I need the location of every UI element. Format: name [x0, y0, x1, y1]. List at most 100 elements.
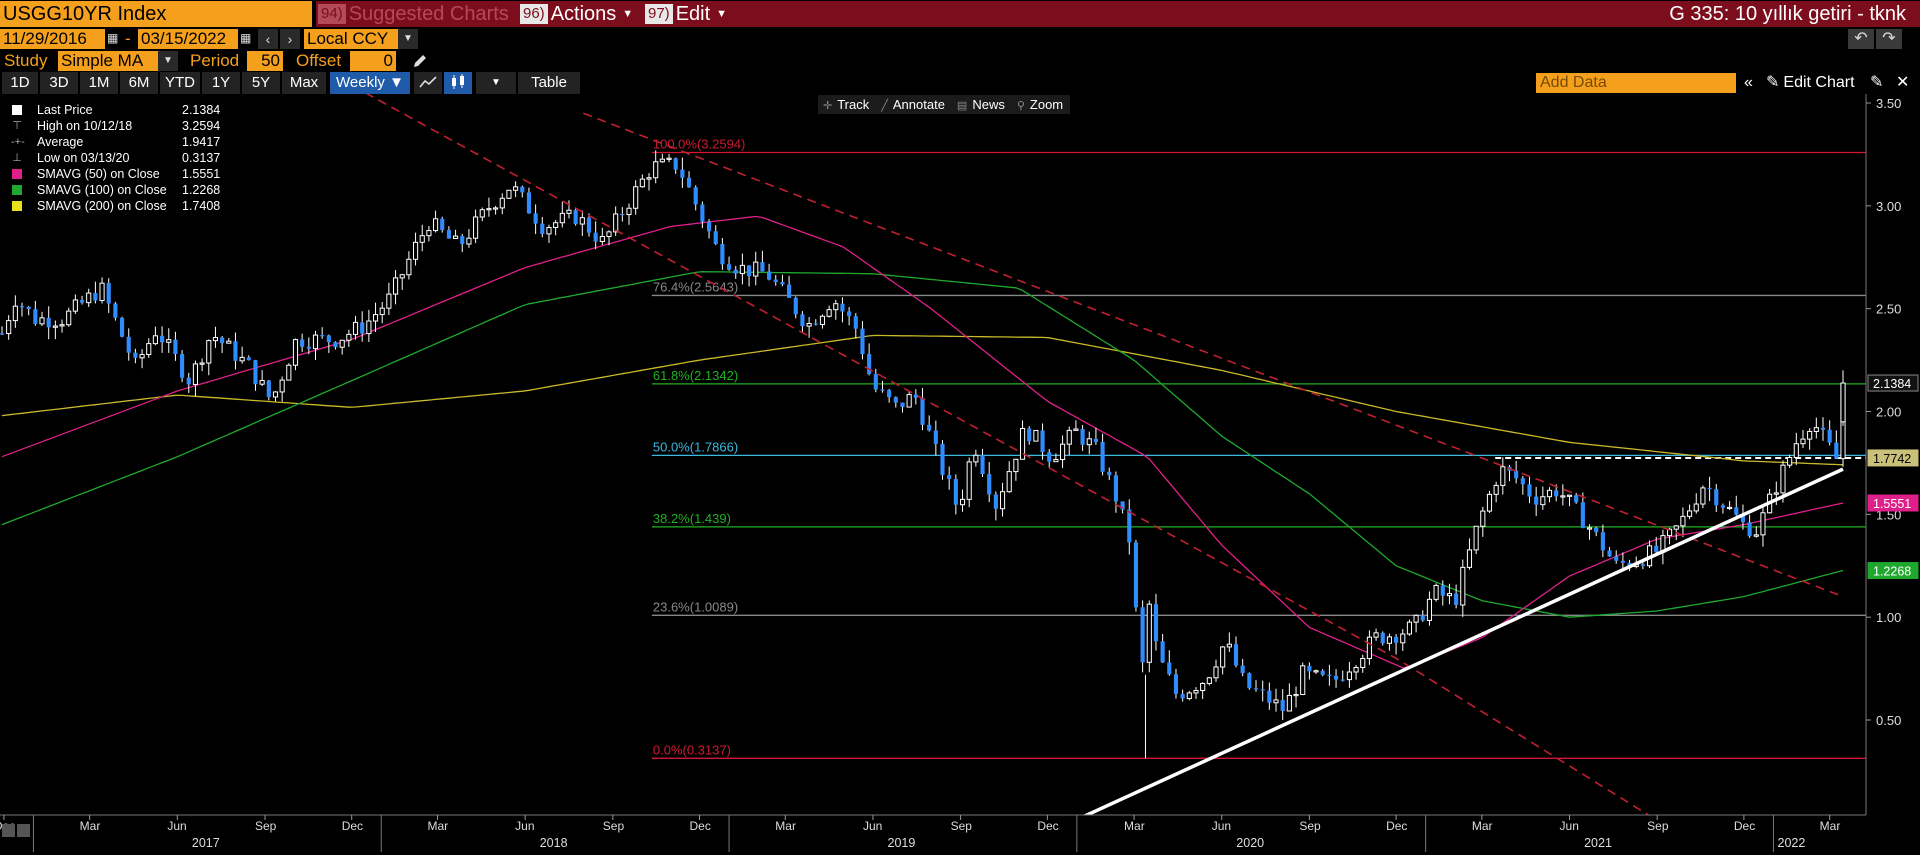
next-icon[interactable]: › [280, 29, 300, 49]
calendar-icon[interactable]: ▦ [240, 31, 252, 45]
legend-name: Average [37, 135, 84, 149]
candle-up [139, 354, 145, 359]
candle-up [566, 209, 572, 214]
chevron-down-icon[interactable]: ▼ [398, 29, 418, 49]
candle-down [887, 390, 892, 398]
candle-down [1027, 428, 1032, 442]
line-chart-icon[interactable] [414, 72, 442, 94]
candle-down [1820, 427, 1826, 430]
candle-down [233, 341, 238, 361]
add-data-input[interactable]: Add Data [1536, 73, 1736, 93]
offset-input[interactable]: 0 [350, 51, 396, 71]
year-label: 2018 [540, 836, 568, 850]
legend-row-low[interactable]: ⊥ Low on 03/13/20 0.3137 [10, 150, 228, 166]
zoom-button[interactable]: ⚲ Zoom [1012, 95, 1070, 116]
timeframe-6m[interactable]: 6M [120, 72, 158, 94]
chevron-down-icon[interactable]: ▼ [158, 51, 178, 71]
ticker-field[interactable]: USGG10YR Index [0, 1, 312, 27]
edit-menu-button[interactable]: 97) Edit ▼ [645, 1, 727, 27]
candle-down [440, 218, 445, 231]
candle-up [1800, 438, 1806, 445]
candle-down [787, 284, 792, 298]
legend-swatch [12, 185, 22, 195]
candle-down [300, 339, 305, 347]
candle-down [306, 346, 311, 349]
candle-up [1293, 693, 1299, 697]
legend-row-sma50[interactable]: SMAVG (50) on Close 1.5551 [10, 166, 228, 182]
candle-down [840, 303, 845, 312]
candle-chart-icon[interactable] [444, 72, 472, 94]
legend-row-sma200[interactable]: SMAVG (200) on Close 1.7408 [10, 198, 228, 214]
chevron-down-icon[interactable]: ▼ [476, 72, 516, 94]
timeframe-5y[interactable]: 5Y [242, 72, 280, 94]
candle-down [1100, 442, 1105, 472]
candle-up [626, 207, 632, 216]
timeframe-1m[interactable]: 1M [80, 72, 118, 94]
last-candle [1840, 382, 1846, 423]
candle-up [999, 491, 1006, 510]
candle-up [52, 325, 58, 328]
frequency-select[interactable]: Weekly ▼ [330, 72, 410, 94]
candle-down [1240, 665, 1245, 674]
gear-icon[interactable]: ✎ [1870, 74, 1884, 91]
legend-row-sma100[interactable]: SMAVG (100) on Close 1.2268 [10, 182, 228, 198]
undo-icon[interactable]: ↶ [1848, 29, 1874, 49]
calendar-icon[interactable]: ▦ [107, 31, 119, 45]
legend-row-last-price[interactable]: Last Price 2.1384 [10, 102, 228, 118]
candle-down [93, 293, 98, 301]
start-date-field[interactable]: 11/29/2016 [0, 29, 105, 49]
timeframe-1y[interactable]: 1Y [202, 72, 240, 94]
candle-up [1773, 492, 1779, 495]
legend-value: 3.2594 [182, 119, 221, 133]
candle-up [499, 197, 505, 209]
candle-up [372, 314, 379, 322]
candle-down [1140, 607, 1145, 663]
candle-down [706, 221, 712, 232]
collapse-icon[interactable]: « [1744, 74, 1753, 91]
timeframe-max[interactable]: Max [282, 72, 326, 94]
candle-down [1720, 505, 1726, 508]
legend-name: SMAVG (100) on Close [37, 183, 167, 197]
legend-row-high[interactable]: ⊤ High on 10/12/18 3.2594 [10, 118, 228, 134]
news-button[interactable]: ▤ News [952, 95, 1012, 116]
offset-label: Offset [296, 51, 342, 70]
pencil-icon: ✎ [1766, 74, 1780, 91]
candle-up [192, 363, 199, 385]
timeframe-1d[interactable]: 1D [2, 72, 38, 94]
study-type-select[interactable]: Simple MA [58, 51, 158, 71]
end-date-field[interactable]: 03/15/2022 [138, 29, 238, 49]
candle-down [266, 380, 271, 397]
annotate-button[interactable]: ╱ Annotate [876, 95, 952, 116]
table-button[interactable]: Table [518, 72, 580, 94]
actions-menu-button[interactable]: 96) Actions ▼ [520, 1, 633, 27]
currency-select[interactable]: Local CCY [304, 29, 400, 49]
last-value-text: 1.5551 [1873, 497, 1911, 511]
prev-icon[interactable]: ‹ [258, 29, 278, 49]
edit-chart-label: Edit Chart [1783, 74, 1855, 91]
candle-down [0, 333, 5, 335]
edit-chart-button[interactable]: ✎ Edit Chart [1766, 72, 1855, 94]
track-button[interactable]: ✛ Track [818, 95, 876, 116]
candle-down [773, 279, 778, 283]
last-value-badge [1867, 494, 1919, 512]
candle-up [493, 207, 499, 210]
candle-up [1373, 632, 1379, 638]
candle-up [1426, 598, 1433, 621]
actions-label: Actions [550, 3, 617, 25]
timeframe-ytd[interactable]: YTD [160, 72, 200, 94]
x-tick-label: Dec [1386, 819, 1407, 833]
candle-up [1466, 549, 1473, 568]
close-icon[interactable]: ✕ [1896, 74, 1910, 91]
x-tick-label: Sep [255, 819, 277, 833]
x-tick-label: Sep [1299, 819, 1321, 833]
redo-icon[interactable]: ↷ [1876, 29, 1902, 49]
suggested-charts-button[interactable]: 94) Suggested Charts [318, 1, 509, 27]
timeframe-3d[interactable]: 3D [40, 72, 78, 94]
candle-up [59, 324, 65, 327]
price-chart[interactable]: 100.0%(3.2594) 76.4%(2.5643) 61.8%(2.1342)… [0, 94, 1920, 855]
period-input[interactable]: 50 [247, 51, 283, 71]
sma200-line [1, 334, 1844, 466]
legend-row-average[interactable]: -+- Average 1.9417 [10, 134, 228, 150]
pencil-icon[interactable] [410, 51, 430, 71]
candle-up [312, 334, 319, 350]
